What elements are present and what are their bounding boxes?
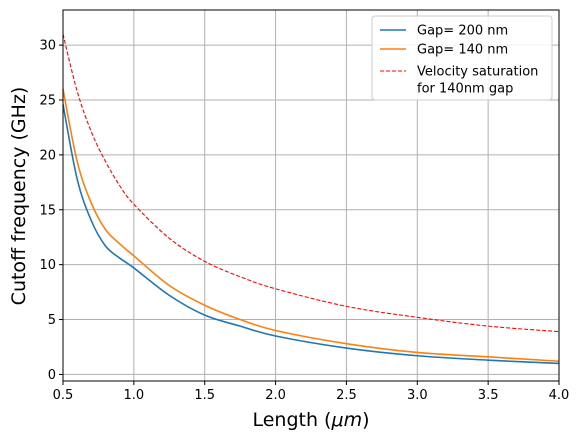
legend-label-line: Velocity saturation <box>417 65 538 80</box>
x-tick-label: 3.0 <box>407 388 428 403</box>
x-tick-label: 2.5 <box>336 388 357 403</box>
series-line-1 <box>62 104 560 365</box>
plot-area-frame <box>62 9 560 382</box>
x-tick-label: 0.5 <box>53 388 74 403</box>
x-axis-label: Length (μm) <box>252 409 369 431</box>
y-tick-label: 30 <box>39 39 56 54</box>
y-tick-label: 5 <box>48 313 56 328</box>
plot-lines <box>62 34 560 365</box>
y-tick-label: 0 <box>48 368 56 383</box>
legend-label-2: Gap= 140 nm <box>417 43 508 58</box>
axis-ticks: 0.5 1.0 1.5 2.0 2.5 3.0 3.5 4.0 0 5 10 15 20 25 30 <box>39 39 569 403</box>
x-tick-label: 1.5 <box>194 388 215 403</box>
legend-label-3: Velocity saturation for 140nm gap <box>417 65 538 97</box>
x-axis-label-suffix: ) <box>362 409 369 431</box>
series-line-3 <box>62 34 560 333</box>
y-tick-label: 15 <box>39 203 56 218</box>
legend: Gap= 200 nm Gap= 140 nm Velocity saturatio… <box>371 15 553 101</box>
x-tick-label: 1.0 <box>124 388 145 403</box>
x-tick-label: 2.0 <box>265 388 286 403</box>
legend-label-line: Gap= 140 nm <box>417 43 508 58</box>
x-tick-label: 4.0 <box>549 388 570 403</box>
legend-label-line: for 140nm gap <box>417 82 513 97</box>
y-tick-label: 25 <box>39 94 56 109</box>
y-tick-label: 20 <box>39 148 56 163</box>
legend-label-line: Gap= 200 nm <box>417 24 508 39</box>
series-line-2 <box>62 88 560 363</box>
x-axis-label-text: Length ( <box>252 409 331 431</box>
y-tick-label: 10 <box>39 258 56 273</box>
x-tick-label: 3.5 <box>478 388 499 403</box>
legend-box <box>371 15 553 101</box>
x-axis-label-math: μm <box>330 409 362 431</box>
legend-label-1: Gap= 200 nm <box>417 24 508 39</box>
y-axis-label: Cutoff frequency (GHz) <box>8 87 30 306</box>
